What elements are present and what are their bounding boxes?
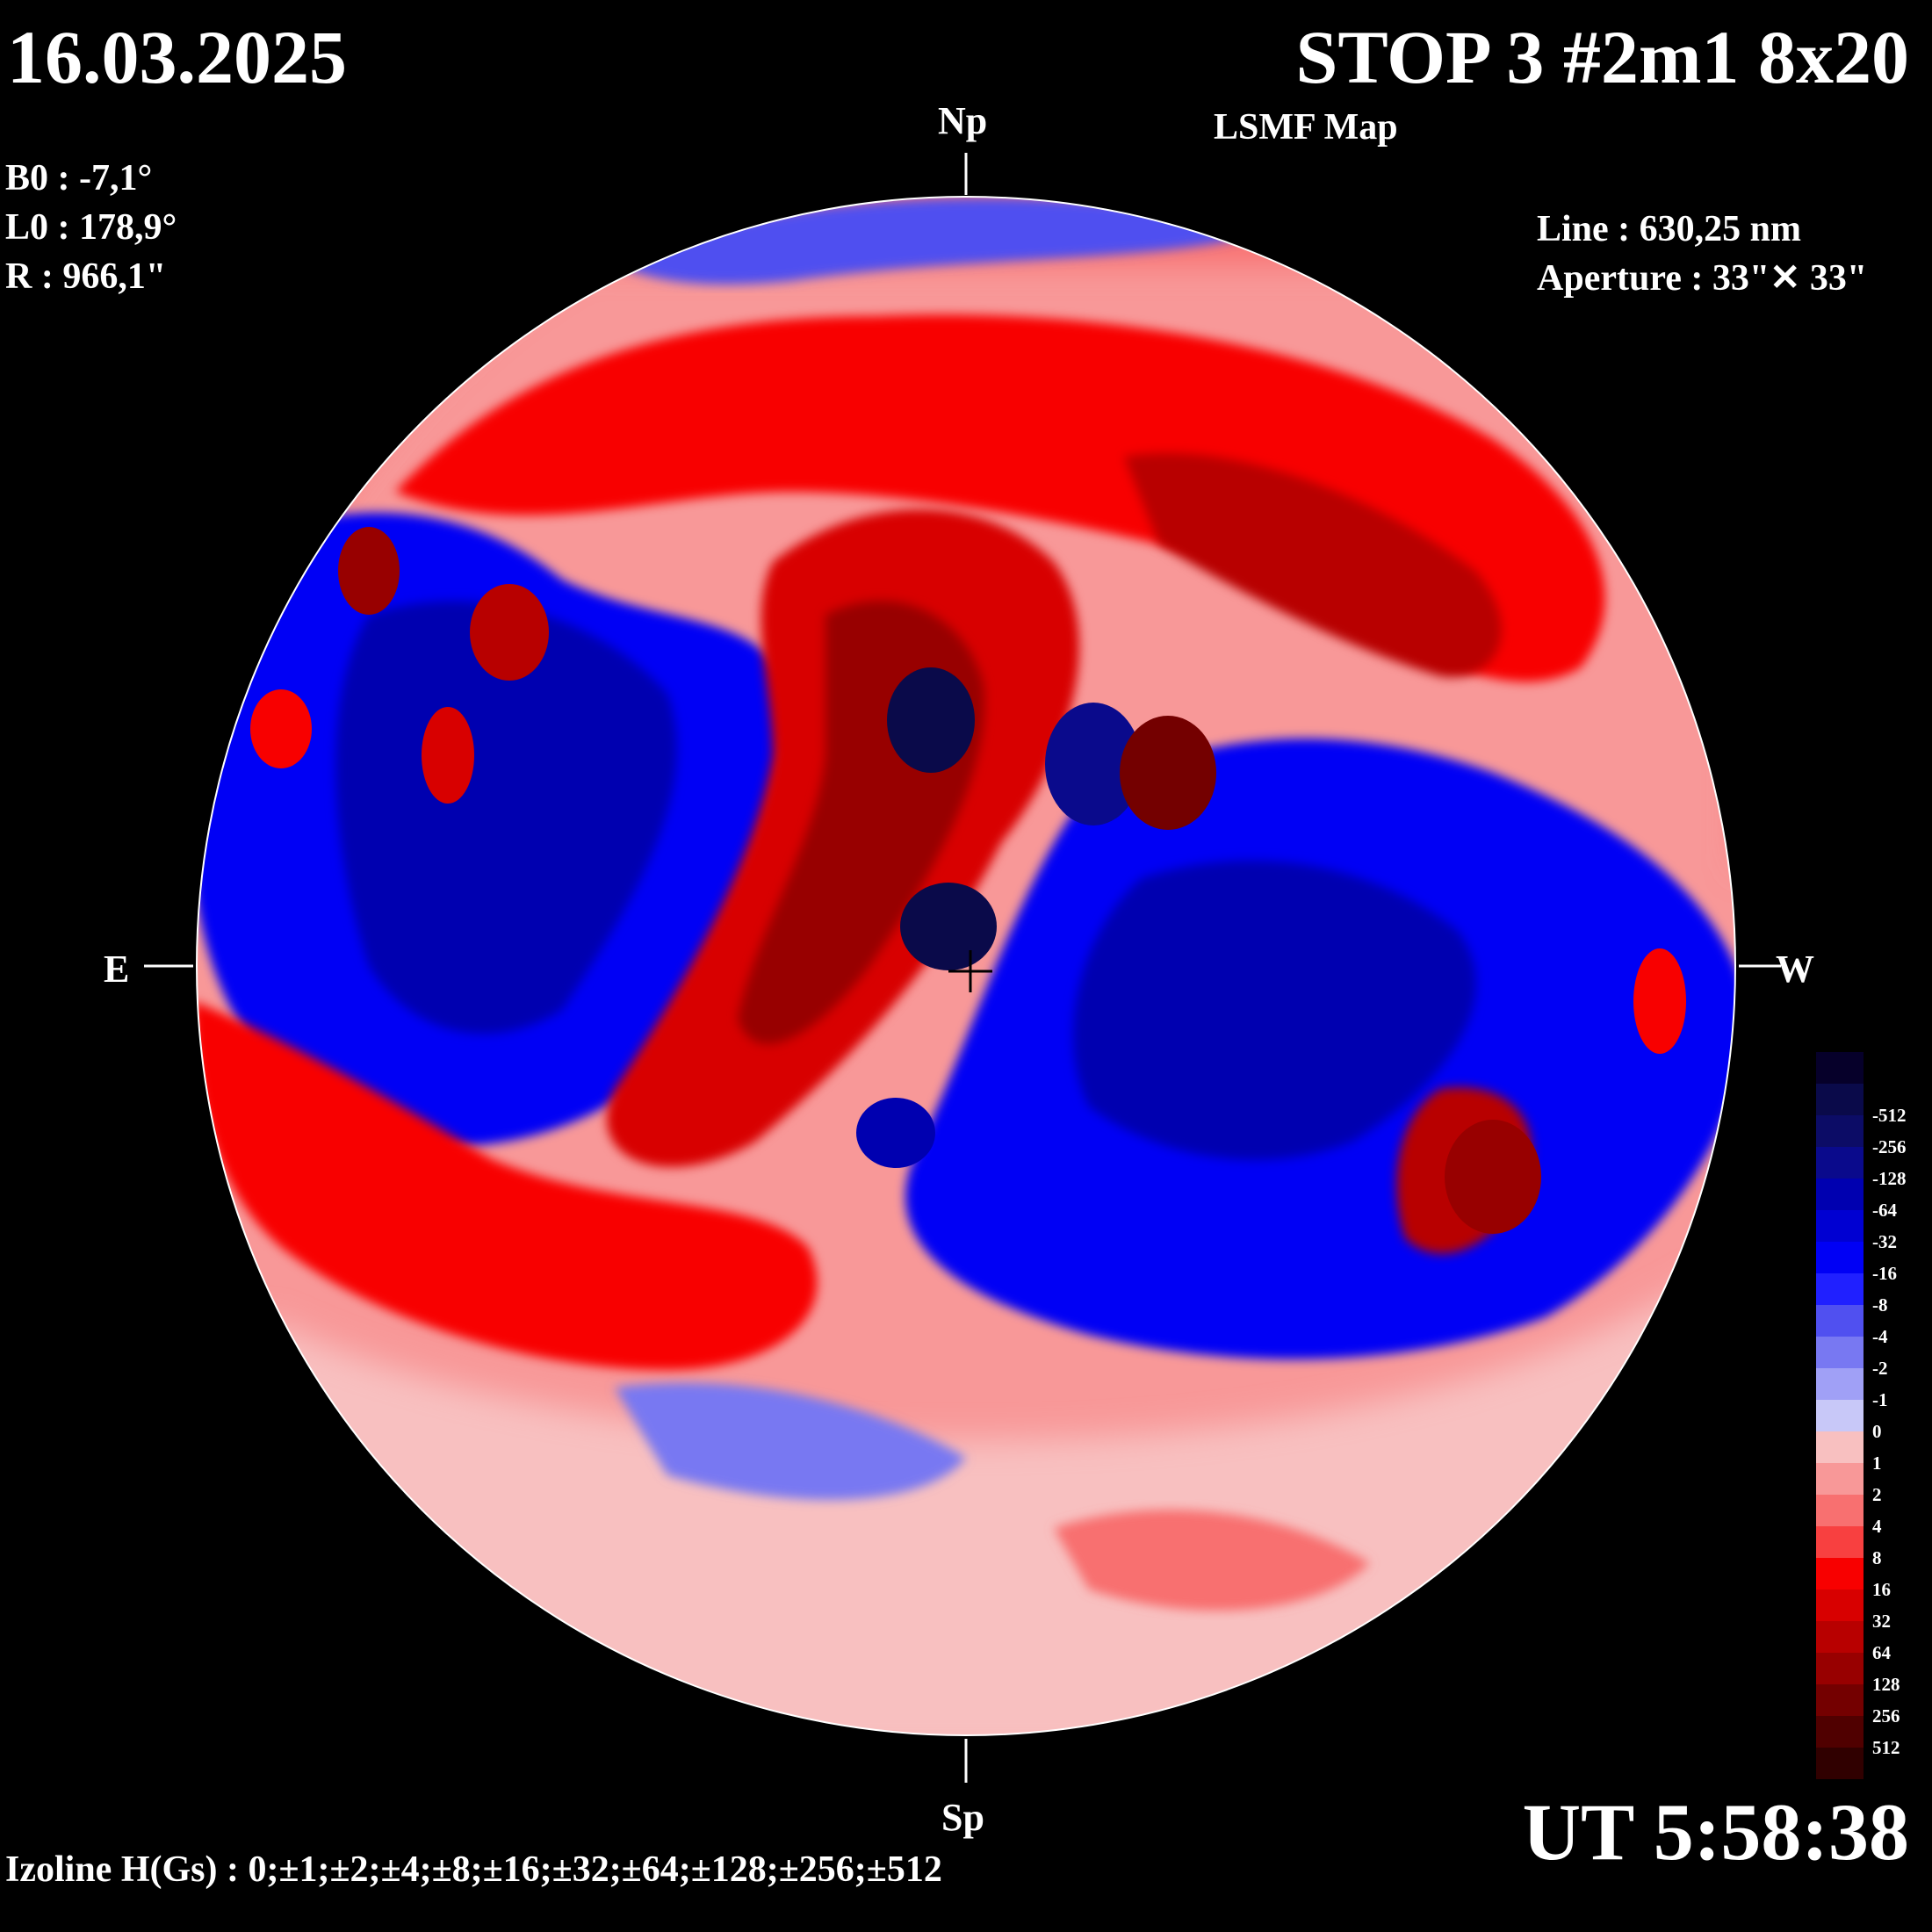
legend-label: 256	[1872, 1705, 1900, 1727]
legend-swatch	[1816, 1495, 1864, 1526]
legend-label: -1	[1872, 1389, 1888, 1410]
legend-swatch	[1816, 1179, 1864, 1210]
legend-label: -256	[1872, 1136, 1907, 1157]
legend-swatch	[1816, 1653, 1864, 1684]
legend-swatch	[1816, 1210, 1864, 1242]
legend-swatch	[1816, 1305, 1864, 1337]
legend-label: -32	[1872, 1231, 1897, 1252]
legend-swatch	[1816, 1621, 1864, 1653]
legend-label: 64	[1872, 1642, 1891, 1663]
legend-swatch	[1816, 1242, 1864, 1273]
east-label: E	[104, 948, 130, 991]
map-subtitle: LSMF Map	[1214, 107, 1398, 148]
legend-label: -16	[1872, 1263, 1897, 1284]
spectral-line: Line : 630,25 nm	[1537, 209, 1802, 249]
legend-label: -4	[1872, 1326, 1888, 1347]
south-pole-label: Sp	[941, 1796, 984, 1839]
legend-swatch	[1816, 1431, 1864, 1463]
legend-swatch	[1816, 1052, 1864, 1084]
disk-outline	[196, 196, 1736, 1736]
observation-time: UT 5:58:38	[1522, 1787, 1909, 1877]
solar-disk	[197, 197, 1735, 1735]
legend-label: -8	[1872, 1294, 1888, 1316]
legend-label: 2	[1872, 1484, 1882, 1505]
legend-swatch	[1816, 1084, 1864, 1115]
legend-swatch	[1816, 1273, 1864, 1305]
legend-label: 1	[1872, 1453, 1882, 1474]
legend-swatch	[1816, 1337, 1864, 1368]
legend-swatch	[1816, 1115, 1864, 1147]
legend-swatch	[1816, 1526, 1864, 1558]
legend-label: -2	[1872, 1358, 1888, 1379]
legend-label: 512	[1872, 1737, 1900, 1758]
legend-swatch	[1816, 1748, 1864, 1779]
legend-label: 128	[1872, 1674, 1900, 1695]
observation-date: 16.03.2025	[7, 15, 347, 99]
legend-label: -64	[1872, 1200, 1897, 1221]
legend-swatch	[1816, 1400, 1864, 1431]
legend-label: 4	[1872, 1516, 1882, 1537]
legend-label: 16	[1872, 1579, 1891, 1600]
legend-swatch	[1816, 1368, 1864, 1400]
legend-label: 0	[1872, 1421, 1882, 1442]
l0-parameter: L0 : 178,9°	[5, 207, 177, 248]
aperture: Aperture : 33"✕ 33"	[1537, 258, 1868, 299]
legend-swatch	[1816, 1716, 1864, 1748]
legend-swatch	[1816, 1590, 1864, 1621]
west-label: W	[1776, 948, 1814, 991]
radius-parameter: R : 966,1"	[5, 256, 167, 297]
legend-label: -128	[1872, 1168, 1907, 1189]
legend-swatch	[1816, 1463, 1864, 1495]
legend-swatch	[1816, 1558, 1864, 1590]
legend-swatch	[1816, 1684, 1864, 1716]
legend-label: -512	[1872, 1105, 1907, 1126]
b0-parameter: B0 : -7,1°	[5, 158, 153, 198]
legend-label: 32	[1872, 1611, 1891, 1632]
north-pole-label: Np	[938, 99, 988, 142]
legend-swatch	[1816, 1147, 1864, 1179]
isoline-levels: Izoline H(Gs) : 0;±1;±2;±4;±8;±16;±32;±6…	[5, 1849, 942, 1890]
legend-label: 8	[1872, 1547, 1882, 1568]
map-title: STOP 3 #2m1 8x20	[1295, 15, 1909, 99]
